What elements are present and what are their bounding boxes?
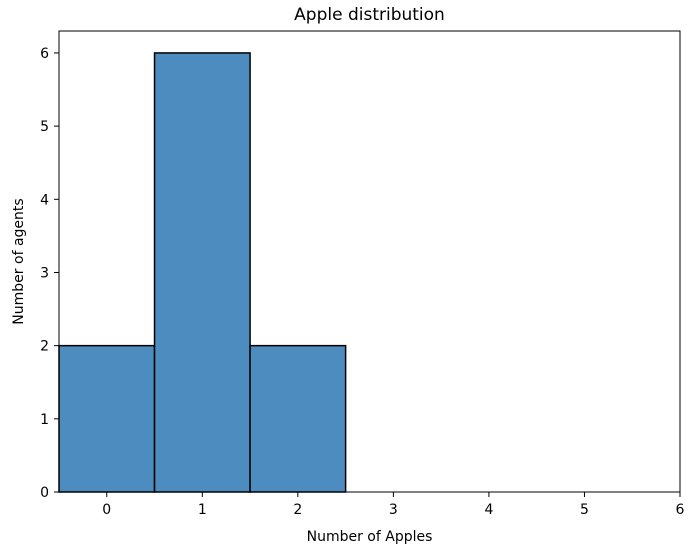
- y-tick-label-1: 1: [40, 412, 49, 428]
- x-tick-label-0: 0: [102, 502, 111, 518]
- y-axis-ticks: 0 1 2 3 4 5 6: [40, 46, 59, 501]
- histogram-bar-2: [249, 344, 347, 493]
- x-tick-label-1: 1: [198, 502, 207, 518]
- y-axis-label: Number of agents: [11, 198, 27, 324]
- x-axis-label: Number of Apples: [307, 529, 433, 545]
- bars-layer: [58, 52, 347, 493]
- x-axis-ticks: 0 1 2 3 4 5 6: [102, 492, 685, 518]
- histogram-bar-0: [58, 344, 156, 493]
- y-tick-label-4: 4: [40, 192, 49, 208]
- x-tick-label-3: 3: [389, 502, 398, 518]
- y-tick-label-3: 3: [40, 265, 49, 281]
- y-tick-label-5: 5: [40, 119, 49, 135]
- y-tick-label-0: 0: [40, 485, 49, 501]
- x-tick-label-5: 5: [580, 502, 589, 518]
- x-tick-label-2: 2: [293, 502, 302, 518]
- histogram-bar-1: [153, 52, 251, 493]
- chart-title: Apple distribution: [294, 5, 445, 25]
- x-tick-label-4: 4: [484, 502, 493, 518]
- y-tick-label-6: 6: [40, 46, 49, 62]
- x-tick-label-6: 6: [676, 502, 685, 518]
- plot-frame: [58, 30, 681, 493]
- y-tick-label-2: 2: [40, 339, 49, 355]
